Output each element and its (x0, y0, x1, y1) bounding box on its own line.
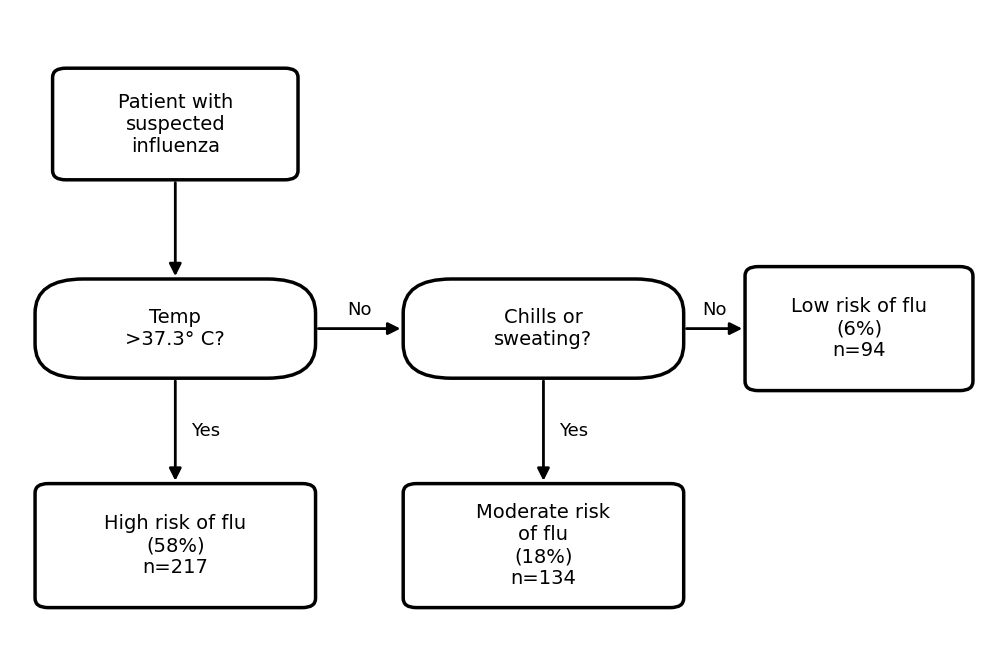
Text: Yes: Yes (559, 422, 589, 440)
FancyBboxPatch shape (52, 68, 298, 180)
Text: Temp
>37.3° C?: Temp >37.3° C? (125, 308, 225, 349)
Text: High risk of flu
(58%)
n=217: High risk of flu (58%) n=217 (104, 514, 246, 577)
FancyBboxPatch shape (35, 484, 316, 607)
Text: No: No (703, 301, 727, 319)
Text: Patient with
suspected
influenza: Patient with suspected influenza (118, 92, 233, 156)
Text: Yes: Yes (192, 422, 220, 440)
FancyBboxPatch shape (403, 279, 683, 378)
FancyBboxPatch shape (403, 484, 683, 607)
FancyBboxPatch shape (35, 279, 316, 378)
FancyBboxPatch shape (745, 267, 973, 391)
Text: No: No (347, 301, 372, 319)
Text: Chills or
sweating?: Chills or sweating? (494, 308, 593, 349)
Text: Moderate risk
of flu
(18%)
n=134: Moderate risk of flu (18%) n=134 (477, 503, 611, 588)
Text: Low risk of flu
(6%)
n=94: Low risk of flu (6%) n=94 (791, 297, 927, 360)
